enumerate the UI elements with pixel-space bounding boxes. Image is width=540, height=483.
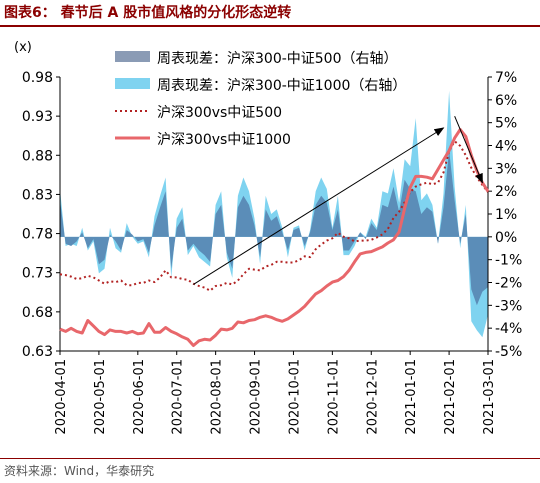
x-tick-label: 2020-05-01 <box>93 359 108 435</box>
legend-label: 周表现差：沪深300-中证500（右轴） <box>157 51 398 67</box>
right-tick-label: 5% <box>495 116 517 132</box>
legend-label: 沪深300vs中证1000 <box>157 132 291 148</box>
right-tick-label: 2% <box>495 184 517 200</box>
figure-title-bar: 图表6： 春节后 A 股市值风格的分化形态逆转 <box>0 0 540 26</box>
x-tick-label: 2020-12-01 <box>365 359 380 435</box>
chart: (x) 0.98 0.93 0.88 0.83 0.78 0.73 0.68 0.63 7% 6% 5… <box>14 40 522 435</box>
right-tick-label: -2% <box>495 276 522 292</box>
left-tick-label: 0.63 <box>22 344 53 360</box>
annotation-arrows <box>193 115 483 285</box>
area-hs300-minus-zz500 <box>60 150 488 306</box>
left-tick-label: 0.98 <box>22 70 53 86</box>
right-tick-label: -4% <box>495 321 522 337</box>
area-hs300-minus-zz1000 <box>60 90 488 338</box>
right-tick-label: 1% <box>495 207 517 223</box>
trend-arrow-1 <box>193 127 445 285</box>
legend-label: 沪深300vs中证500 <box>157 105 282 121</box>
left-tick-label: 0.93 <box>22 109 53 125</box>
bars-layer <box>60 90 488 338</box>
x-tick-label: 2020-10-01 <box>287 359 302 435</box>
legend-label: 周表现差：沪深300-中证1000（右轴） <box>157 78 406 94</box>
legend: 周表现差：沪深300-中证500（右轴） 周表现差：沪深300-中证1000（右轴… <box>115 51 406 148</box>
right-tick-label: 6% <box>495 93 517 109</box>
right-tick-label: -1% <box>495 253 522 269</box>
source-divider <box>0 458 540 459</box>
x-tick-label: 2020-09-01 <box>249 359 264 435</box>
x-tick-label: 2021-01-01 <box>404 359 419 435</box>
left-tick-label: 0.83 <box>22 187 53 203</box>
x-tick-label: 2020-08-01 <box>210 359 225 435</box>
axes-layer: (x) 0.98 0.93 0.88 0.83 0.78 0.73 0.68 0.63 7% 6% 5… <box>14 40 522 435</box>
right-tick-label: 0% <box>495 230 517 246</box>
right-tick-label: 7% <box>495 70 517 86</box>
x-tick-label: 2020-11-01 <box>326 359 341 435</box>
x-tick-label: 2020-07-01 <box>171 359 186 435</box>
x-tick-label: 2020-04-01 <box>54 359 69 435</box>
figure-title: 图表6： 春节后 A 股市值风格的分化形态逆转 <box>4 5 292 21</box>
left-tick-label: 0.68 <box>22 305 53 321</box>
left-axis-unit: (x) <box>14 40 32 55</box>
right-tick-label: 4% <box>495 139 517 155</box>
line-hs300-vs-zz1000 <box>59 128 490 347</box>
right-tick-label: 3% <box>495 161 517 177</box>
legend-swatch-bar <box>115 78 150 89</box>
right-tick-label: -3% <box>495 298 522 314</box>
title-divider <box>0 25 540 27</box>
left-tick-label: 0.73 <box>22 266 53 282</box>
legend-swatch-bar <box>115 51 150 62</box>
lines-layer <box>59 128 490 347</box>
x-tick-label: 2021-03-01 <box>482 359 497 435</box>
right-tick-label: -5% <box>495 344 522 360</box>
left-tick-label: 0.78 <box>22 227 53 243</box>
x-tick-label: 2020-06-01 <box>132 359 147 435</box>
x-tick-label: 2021-02-01 <box>443 359 458 435</box>
line-hs300-vs-zz500 <box>59 140 489 292</box>
source-note: 资料来源：Wind，华泰研究 <box>4 464 155 478</box>
left-tick-label: 0.88 <box>22 148 53 164</box>
trend-arrow-2 <box>454 115 483 184</box>
